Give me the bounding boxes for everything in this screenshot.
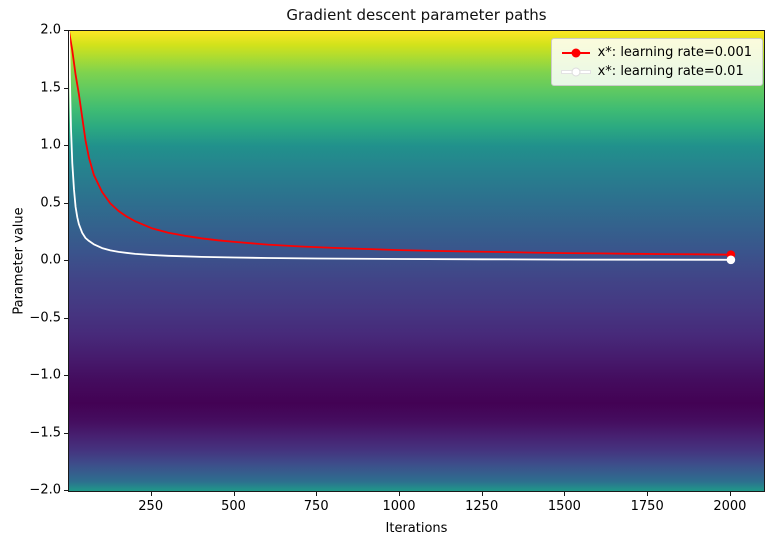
- y-tick-mark: [64, 202, 68, 204]
- x-tick-mark: [647, 492, 649, 496]
- series-line: [69, 31, 732, 261]
- x-tick-mark: [481, 492, 483, 496]
- legend-label-lr-0001: x*: learning rate=0.001: [597, 45, 752, 60]
- chart-title: Gradient descent parameter paths: [286, 6, 547, 24]
- legend-label-lr-001: x*: learning rate=0.01: [597, 64, 744, 79]
- y-tick-mark: [64, 87, 68, 89]
- legend-white-line-marker-icon: [561, 66, 590, 77]
- x-tick-mark: [233, 492, 235, 496]
- x-axis-label: Iterations: [385, 521, 448, 536]
- legend-red-dot-icon: [571, 48, 581, 57]
- x-tick-label: 2000: [713, 499, 747, 514]
- series-end-marker: [726, 255, 736, 265]
- y-tick-mark: [64, 432, 68, 434]
- y-tick-mark: [64, 317, 68, 319]
- plot-area: [68, 30, 765, 492]
- y-tick-label: 0.0: [40, 252, 61, 268]
- y-tick-label: −0.5: [29, 310, 61, 325]
- y-tick-label: 1.5: [40, 80, 61, 95]
- chart-canvas: [69, 31, 736, 265]
- x-tick-label: 1250: [465, 499, 499, 514]
- legend-entry-lr-001: x*: learning rate=0.01: [561, 64, 752, 79]
- y-tick-mark: [64, 260, 68, 261]
- x-tick-mark: [150, 492, 152, 496]
- x-tick-mark: [316, 492, 318, 496]
- y-tick-label: 0.5: [40, 195, 61, 210]
- y-tick-label: −1.5: [29, 425, 61, 440]
- x-tick-label: 1000: [382, 499, 416, 514]
- series-line: [69, 31, 732, 256]
- y-tick-label: 2.0: [40, 22, 61, 38]
- legend-red-line-marker-icon: [561, 47, 590, 58]
- y-tick-label: −2.0: [29, 482, 61, 498]
- x-tick-mark: [564, 492, 566, 496]
- y-tick-label: −1.0: [29, 367, 61, 383]
- y-tick-label: 1.0: [40, 137, 61, 153]
- x-tick-label: 1500: [547, 499, 581, 514]
- y-tick-mark: [64, 375, 68, 376]
- x-tick-mark: [399, 492, 400, 496]
- x-tick-label: 250: [138, 499, 164, 514]
- legend: x*: learning rate=0.001 x*: learning rat…: [550, 38, 763, 86]
- y-tick-mark: [64, 145, 68, 146]
- y-tick-mark: [64, 30, 68, 31]
- x-tick-label: 500: [221, 499, 246, 514]
- x-tick-label: 1750: [630, 499, 664, 514]
- legend-entry-lr-0001: x*: learning rate=0.001: [561, 45, 752, 60]
- y-tick-mark: [64, 490, 68, 491]
- x-tick-mark: [729, 492, 731, 496]
- legend-white-dot-icon: [571, 67, 581, 76]
- x-tick-label: 750: [303, 499, 329, 514]
